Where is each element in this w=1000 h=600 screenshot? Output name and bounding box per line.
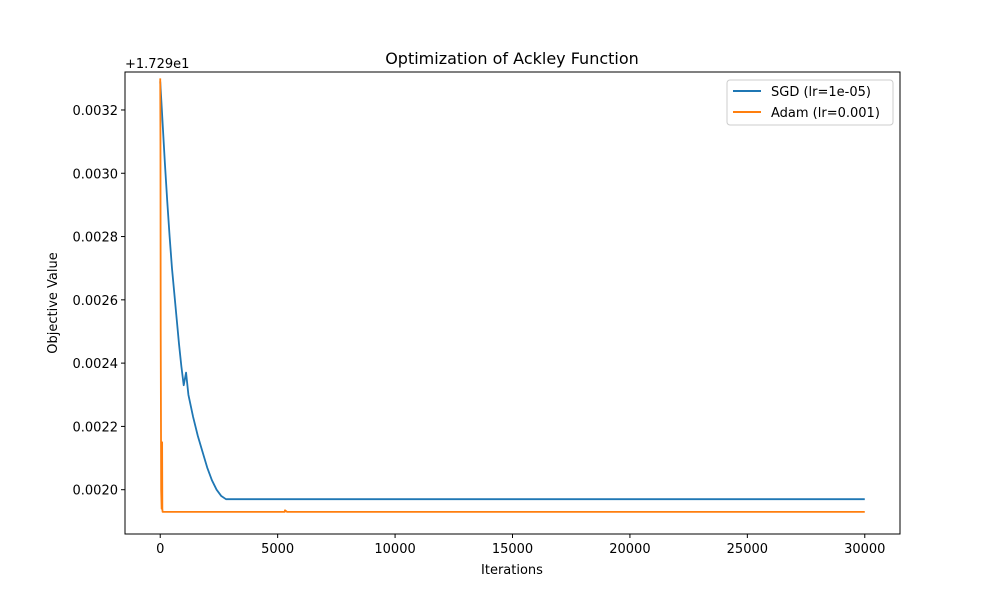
- x-tick-label: 25000: [727, 542, 768, 557]
- x-axis-label: Iterations: [481, 563, 543, 578]
- y-offset-label: +1.729e1: [125, 57, 189, 72]
- x-tick-label: 15000: [492, 542, 533, 557]
- series-line-1: [159, 78, 865, 513]
- x-tick-label: 0: [156, 542, 164, 557]
- legend-label-adam: Adam (lr=0.001): [771, 106, 880, 121]
- legend-label-sgd: SGD (lr=1e-05): [771, 85, 871, 100]
- y-axis-label: Objective Value: [46, 252, 61, 353]
- x-tick-label: 10000: [374, 542, 415, 557]
- x-tick-label: 20000: [609, 542, 650, 557]
- legend-box: [726, 79, 894, 126]
- y-tick-label: 0.0032: [73, 104, 119, 119]
- y-tick-label: 0.0020: [73, 484, 119, 499]
- y-tick-label: 0.0026: [73, 294, 119, 309]
- y-tick-label: 0.0028: [73, 231, 119, 246]
- legend: SGD (lr=1e-05) Adam (lr=0.001): [726, 79, 894, 126]
- chart-title: Optimization of Ackley Function: [385, 49, 639, 68]
- series-line-0: [159, 81, 865, 501]
- y-tick-label: 0.0024: [73, 357, 119, 372]
- y-tick-label: 0.0022: [73, 420, 119, 435]
- x-tick-label: 5000: [261, 542, 294, 557]
- x-tick-label: 30000: [844, 542, 885, 557]
- y-tick-label: 0.0030: [73, 167, 119, 182]
